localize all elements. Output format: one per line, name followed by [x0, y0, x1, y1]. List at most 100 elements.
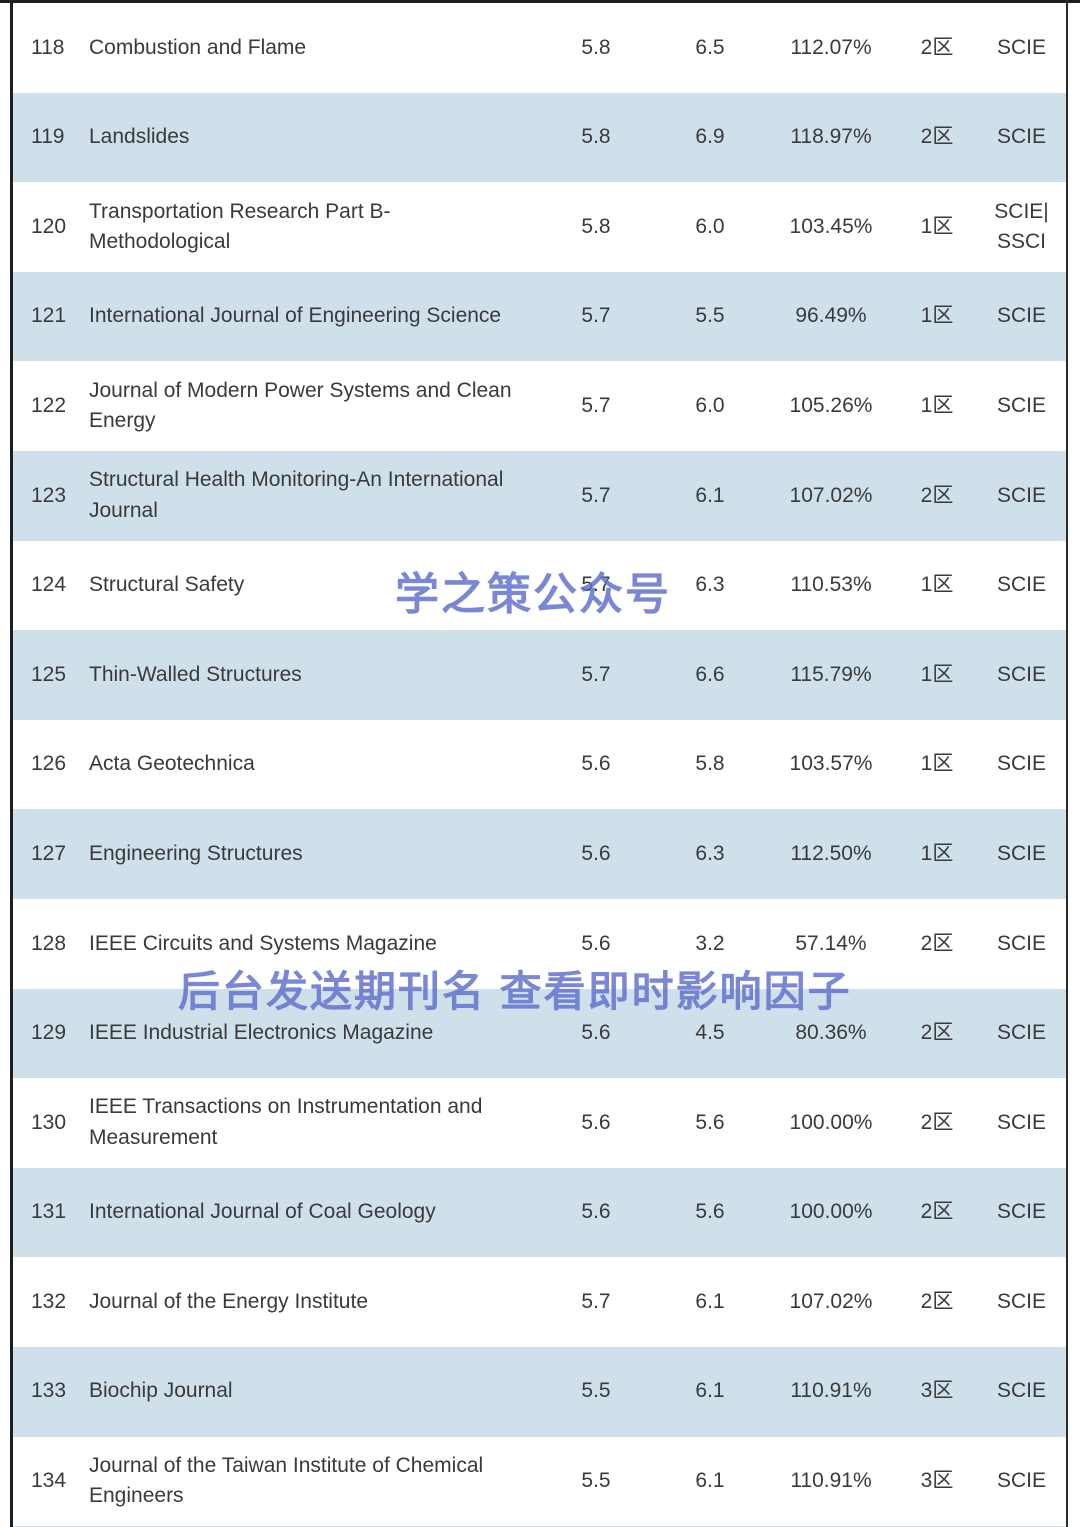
table-row: 134 Journal of the Taiwan Institute of C…	[13, 1436, 1066, 1527]
index-cell: SCIE	[996, 841, 1046, 865]
realtime-if-cell: 5.6	[695, 1110, 725, 1134]
index-cell: SCIE	[996, 1379, 1046, 1403]
ratio-cell: 115.79%	[790, 662, 872, 686]
impact-factor-cell: 5.6	[581, 1200, 611, 1224]
realtime-if-cell: 6.1	[695, 1469, 725, 1493]
zone-cell: 1区	[920, 304, 954, 328]
rank-cell: 128	[31, 931, 67, 955]
table-row: 132 Journal of the Energy Institute 5.7 …	[13, 1257, 1066, 1347]
journal-name-cell: Journal of Modern Power Systems and Clea…	[89, 378, 512, 433]
journal-name-cell: Structural Health Monitoring-An Internat…	[89, 468, 504, 522]
table-row: 120 Transportation Research Part B-Metho…	[13, 182, 1066, 272]
journal-name-cell: Transportation Research Part B-Methodolo…	[89, 199, 391, 253]
rank-cell: 118	[31, 35, 65, 59]
table-row: 122 Journal of Modern Power Systems and …	[13, 361, 1066, 451]
index-cell: SCIE	[996, 573, 1046, 597]
table-row: 124 Structural Safety 5.7 6.3 110.53% 1区…	[13, 540, 1066, 631]
journal-name-cell: Biochip Journal	[89, 1379, 233, 1403]
index-cell: SCIE	[996, 125, 1046, 149]
impact-factor-cell: 5.7	[581, 1289, 611, 1313]
realtime-if-cell: 6.6	[695, 662, 725, 686]
zone-cell: 1区	[920, 662, 954, 686]
rank-cell: 130	[31, 1110, 67, 1134]
ratio-cell: 110.91%	[790, 1469, 872, 1493]
realtime-if-cell: 6.5	[695, 35, 725, 59]
realtime-if-cell: 5.5	[695, 304, 725, 328]
journal-name-cell: IEEE Transactions on Instrumentation and…	[89, 1095, 483, 1149]
index-cell: SCIE	[996, 35, 1046, 59]
journal-name-cell: Journal of the Energy Institute	[89, 1289, 368, 1313]
table-left-border	[10, 0, 13, 1527]
index-cell: SCIE	[996, 1110, 1046, 1134]
index-cell: SCIE	[996, 1200, 1046, 1224]
table-row: 133 Biochip Journal 5.5 6.1 110.91% 3区 S…	[13, 1346, 1066, 1437]
impact-factor-cell: 5.7	[581, 662, 611, 686]
rank-cell: 120	[31, 214, 67, 238]
realtime-if-cell: 6.0	[695, 214, 725, 238]
ratio-cell: 100.00%	[789, 1110, 873, 1134]
ratio-cell: 110.91%	[790, 1379, 872, 1403]
journal-name-cell: IEEE Industrial Electronics Magazine	[89, 1021, 434, 1045]
impact-factor-cell: 5.7	[581, 304, 611, 328]
index-cell: SCIE	[996, 752, 1046, 776]
journal-name-cell: Journal of the Taiwan Institute of Chemi…	[89, 1453, 484, 1508]
realtime-if-cell: 6.1	[695, 483, 725, 507]
ratio-cell: 118.97%	[790, 125, 872, 149]
impact-factor-cell: 5.6	[581, 931, 611, 955]
zone-cell: 2区	[920, 1110, 954, 1134]
realtime-if-cell: 5.6	[695, 1200, 725, 1224]
zone-cell: 2区	[920, 125, 954, 149]
impact-factor-cell: 5.7	[581, 573, 611, 597]
journal-name-cell: Thin-Walled Structures	[89, 662, 302, 686]
index-cell: SCIE| SSCI	[994, 199, 1049, 253]
index-cell: SCIE	[996, 1021, 1046, 1045]
table-row: 127 Engineering Structures 5.6 6.3 112.5…	[13, 809, 1066, 899]
rank-cell: 123	[31, 483, 67, 507]
impact-factor-cell: 5.6	[581, 752, 611, 776]
rank-cell: 129	[31, 1021, 67, 1045]
rank-cell: 132	[31, 1289, 67, 1313]
journal-name-cell: International Journal of Coal Geology	[89, 1200, 436, 1224]
ratio-cell: 100.00%	[789, 1200, 873, 1224]
ratio-cell: 105.26%	[789, 393, 873, 417]
zone-cell: 1区	[920, 752, 954, 776]
table-right-border	[1066, 0, 1068, 1527]
ratio-cell: 57.14%	[795, 931, 867, 955]
zone-cell: 2区	[920, 1021, 954, 1045]
index-cell: SCIE	[996, 1289, 1046, 1313]
impact-factor-cell: 5.6	[581, 1110, 611, 1134]
rank-cell: 122	[31, 393, 67, 417]
ratio-cell: 112.07%	[790, 35, 872, 59]
realtime-if-cell: 6.9	[695, 125, 725, 149]
index-cell: SCIE	[996, 662, 1046, 686]
ratio-cell: 107.02%	[789, 1289, 873, 1313]
ratio-cell: 103.57%	[789, 752, 873, 776]
zone-cell: 3区	[920, 1469, 954, 1493]
ratio-cell: 112.50%	[790, 841, 872, 865]
zone-cell: 2区	[920, 1200, 954, 1224]
index-cell: SCIE	[996, 1469, 1046, 1493]
rank-cell: 133	[31, 1379, 67, 1403]
zone-cell: 2区	[920, 35, 954, 59]
zone-cell: 1区	[920, 214, 954, 238]
table-row: 125 Thin-Walled Structures 5.7 6.6 115.7…	[13, 630, 1066, 720]
realtime-if-cell: 6.3	[695, 573, 725, 597]
realtime-if-cell: 6.1	[695, 1289, 725, 1313]
rank-cell: 127	[31, 841, 67, 865]
index-cell: SCIE	[996, 483, 1046, 507]
table-top-border	[0, 0, 1080, 3]
ratio-cell: 110.53%	[790, 573, 872, 597]
zone-cell: 2区	[920, 1289, 954, 1313]
impact-factor-cell: 5.6	[581, 841, 611, 865]
zone-cell: 2区	[920, 931, 954, 955]
zone-cell: 1区	[920, 573, 954, 597]
ratio-cell: 103.45%	[789, 214, 873, 238]
zone-cell: 3区	[920, 1379, 954, 1403]
table-row: 119 Landslides 5.8 6.9 118.97% 2区 SCIE	[13, 92, 1066, 183]
impact-factor-cell: 5.7	[581, 393, 611, 417]
realtime-if-cell: 6.1	[695, 1379, 725, 1403]
rank-cell: 131	[31, 1200, 67, 1224]
impact-factor-cell: 5.5	[581, 1469, 611, 1493]
rank-cell: 125	[31, 662, 67, 686]
